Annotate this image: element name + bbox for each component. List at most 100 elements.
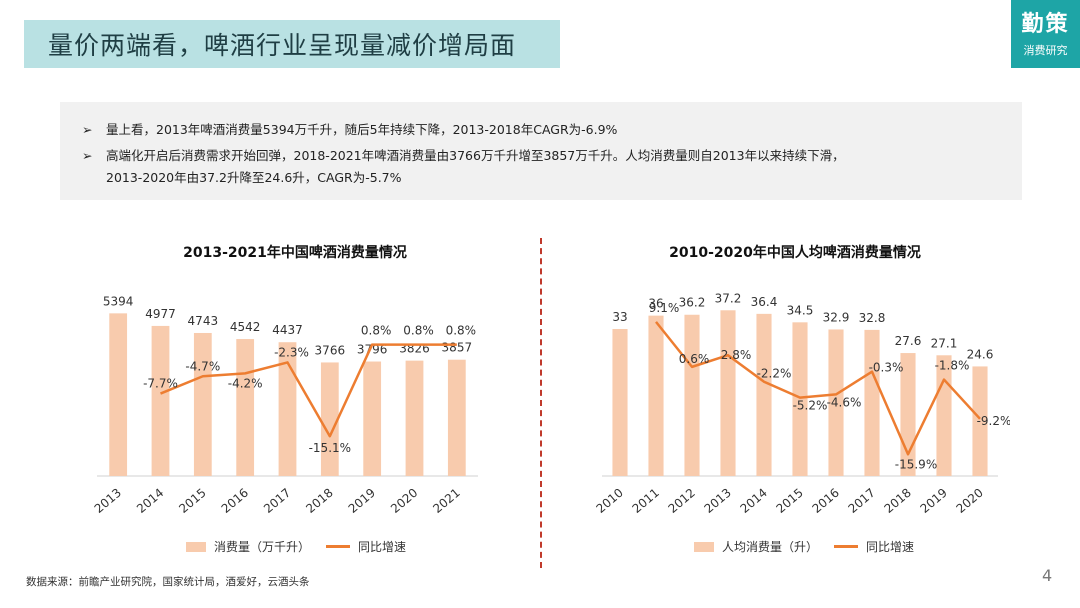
brand-logo: 勤策 消费研究 <box>1011 0 1080 68</box>
bar-value-label: 36.2 <box>679 296 706 310</box>
bar-value-label: 36 <box>648 297 663 311</box>
growth-value-label: -4.7% <box>185 359 220 373</box>
x-tick-label: 2014 <box>134 486 166 516</box>
growth-value-label: -9.2% <box>977 414 1010 428</box>
bar-value-label: 3766 <box>315 343 346 357</box>
bar-value-label: 36.4 <box>751 295 778 309</box>
growth-value-label: 0.6% <box>679 352 710 366</box>
bar-value-label: 27.6 <box>895 334 922 348</box>
summary-bullet-text: 量上看，2013年啤酒消费量5394万千升，随后5年持续下降，2013-2018… <box>106 122 618 137</box>
x-tick-label: 2013 <box>92 486 124 516</box>
chart-1-legend: 消费量（万千升） 同比增速 <box>186 538 406 555</box>
summary-bullet-1: ➢ 量上看，2013年啤酒消费量5394万千升，随后5年持续下降，2013-201… <box>82 120 617 140</box>
bar-value-label: 37.2 <box>715 291 742 305</box>
growth-value-label: -4.6% <box>827 395 862 409</box>
bar-2011 <box>648 315 664 476</box>
growth-value-label: -5.2% <box>793 399 828 413</box>
bar-2013 <box>109 313 128 476</box>
bar-2015 <box>792 322 808 476</box>
bar-2020 <box>405 360 424 476</box>
bar-2013 <box>720 310 736 476</box>
chart-2-title: 2010-2020年中国人均啤酒消费量情况 <box>669 245 921 261</box>
bar-2014 <box>151 325 170 476</box>
growth-line <box>655 321 981 456</box>
x-tick-label: 2015 <box>176 486 208 516</box>
summary-bullet-2-continuation: 2013-2020年由37.2升降至24.6升，CAGR为-5.7% <box>106 170 402 185</box>
page-title-banner: 量价两端看，啤酒行业呈现量减价增局面 <box>24 20 560 68</box>
growth-value-label: 0.8% <box>361 324 392 338</box>
chart-1-title: 2013-2021年中国啤酒消费量情况 <box>183 245 407 261</box>
growth-value-label: -0.3% <box>869 361 904 375</box>
growth-value-label: -4.2% <box>228 376 263 390</box>
x-tick-label: 2018 <box>303 486 335 516</box>
summary-box: ➢ 量上看，2013年啤酒消费量5394万千升，随后5年持续下降，2013-201… <box>60 102 1022 200</box>
x-tick-label: 2019 <box>346 486 378 516</box>
bar-value-label: 32.9 <box>823 310 850 324</box>
bar-value-label: 24.6 <box>967 347 994 361</box>
x-tick-label: 2012 <box>666 486 698 516</box>
bar-value-label: 33 <box>612 310 627 324</box>
x-tick-label: 2017 <box>261 486 293 516</box>
growth-value-label: 0.8% <box>403 324 434 338</box>
x-tick-label: 2019 <box>918 486 950 516</box>
bar-2019 <box>936 355 952 476</box>
summary-bullet-2: ➢ 高端化开启后消费需求开始回弹，2018-2021年啤酒消费量由3766万千升增… <box>82 146 845 166</box>
x-tick-label: 2016 <box>810 486 842 516</box>
page-number: 4 <box>1042 566 1053 585</box>
arrow-icon: ➢ <box>82 122 93 137</box>
legend-bar-label: 消费量（万千升） <box>214 540 311 554</box>
bar-value-label: 32.8 <box>859 311 886 325</box>
x-tick-label: 2011 <box>630 486 662 516</box>
chart-2-legend: 人均消费量（升） 同比增速 <box>694 538 914 555</box>
bar-value-label: 34.5 <box>787 303 814 317</box>
bar-value-label: 3796 <box>357 343 388 357</box>
bar-2017 <box>864 329 880 476</box>
logo-main-text: 勤策 <box>1021 11 1070 37</box>
bar-2020 <box>972 366 988 476</box>
x-tick-label: 2014 <box>738 486 770 516</box>
x-tick-label: 2020 <box>954 486 986 516</box>
growth-value-label: 0.8% <box>446 324 477 338</box>
legend-bar-swatch <box>694 541 714 552</box>
chart-2-per-capita: 33 2010 36 2011 36.2 2012 37.2 2013 36.4 2014 34.5… <box>594 291 1010 516</box>
bar-value-label: 4542 <box>230 320 261 334</box>
growth-value-label: 2.8% <box>721 348 752 362</box>
x-tick-label: 2013 <box>702 486 734 516</box>
legend-line-label: 同比增速 <box>866 540 915 554</box>
bar-2010 <box>612 329 628 476</box>
bar-value-label: 4743 <box>188 314 219 328</box>
growth-value-label: -2.3% <box>274 345 309 359</box>
bar-value-label: 4437 <box>272 323 303 337</box>
bar-2018 <box>320 362 339 476</box>
bar-2017 <box>278 342 297 476</box>
legend-line-swatch <box>326 545 351 548</box>
bar-2014 <box>756 313 772 476</box>
growth-value-label: -15.9% <box>895 457 937 471</box>
bar-2016 <box>828 329 844 476</box>
bar-2012 <box>684 314 700 476</box>
bar-2021 <box>447 359 466 476</box>
bar-2015 <box>193 332 212 476</box>
growth-line <box>160 343 457 438</box>
bar-value-label: 5394 <box>103 294 134 308</box>
growth-value-label: -1.8% <box>935 359 970 373</box>
bar-value-label: 27.1 <box>931 336 958 350</box>
legend-line-swatch <box>834 545 859 548</box>
growth-value-label: -7.7% <box>143 377 178 391</box>
x-tick-label: 2018 <box>882 486 914 516</box>
bar-2016 <box>236 339 255 476</box>
bar-2019 <box>363 361 382 476</box>
legend-bar-label: 人均消费量（升） <box>722 540 819 554</box>
summary-bullet-text: 高端化开启后消费需求开始回弹，2018-2021年啤酒消费量由3766万千升增至… <box>106 148 845 163</box>
logo-sub-text: 消费研究 <box>1023 44 1068 57</box>
page-title: 量价两端看，啤酒行业呈现量减价增局面 <box>48 31 517 60</box>
x-tick-label: 2021 <box>430 486 462 516</box>
growth-value-label: -2.2% <box>757 367 792 381</box>
bar-value-label: 3857 <box>442 341 473 355</box>
growth-value-label: 9.1% <box>649 301 680 315</box>
x-tick-label: 2017 <box>846 486 878 516</box>
chart-divider <box>540 238 542 568</box>
arrow-icon: ➢ <box>82 148 93 163</box>
growth-value-label: -15.1% <box>309 441 351 455</box>
legend-line-label: 同比增速 <box>358 540 407 554</box>
